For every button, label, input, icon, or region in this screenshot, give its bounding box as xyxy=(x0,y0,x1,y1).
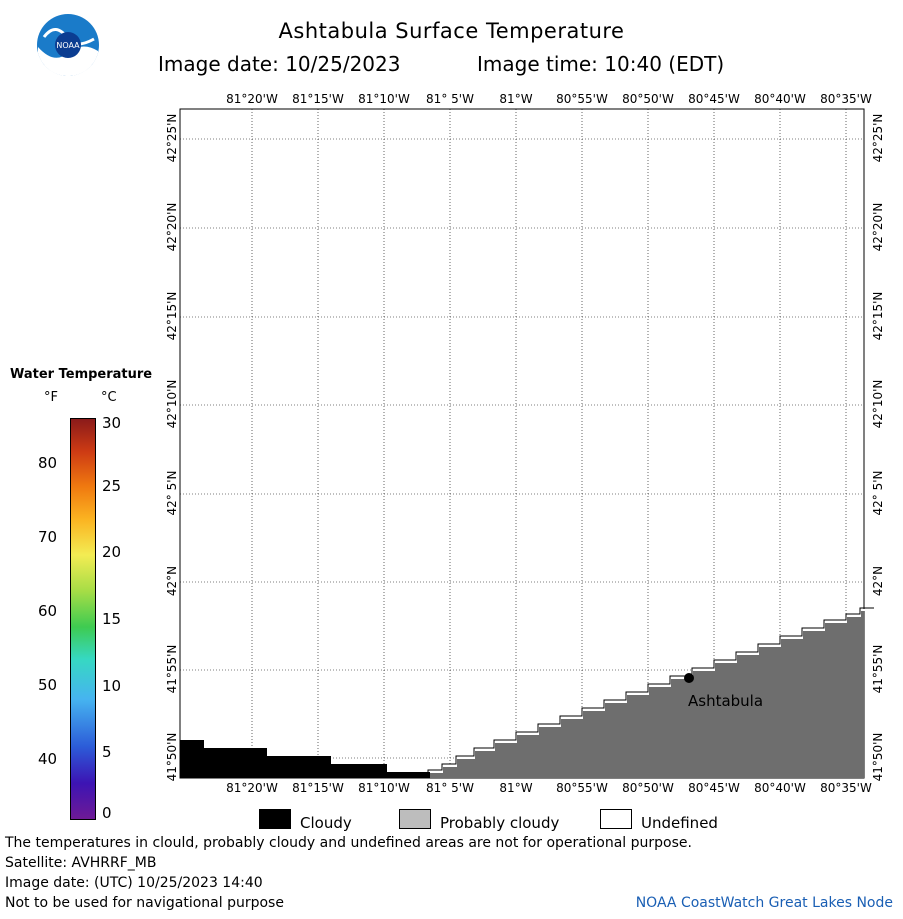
lon-label-bottom: 81°10'W xyxy=(358,781,410,795)
lat-label-left: 42° 5'N xyxy=(165,470,179,516)
colorbar-f-tick: 50 xyxy=(38,676,58,694)
lon-label-top: 80°45'W xyxy=(688,92,740,106)
lon-label-top: 81° 5'W xyxy=(426,92,474,106)
lat-label-left: 42°N xyxy=(165,565,179,597)
lat-label-right: 41°55'N xyxy=(871,644,885,694)
lon-label-top: 80°50'W xyxy=(622,92,674,106)
footer-disclaimer: The temperatures in clould, probably clo… xyxy=(5,835,692,851)
colorbar-f-tick: 60 xyxy=(38,602,58,620)
colorbar-unit-c: °C xyxy=(101,390,117,405)
footer-utc-date: Image date: (UTC) 10/25/2023 14:40 xyxy=(5,875,263,891)
lat-label-right: 42°20'N xyxy=(871,202,885,252)
lon-label-bottom: 81°W xyxy=(499,781,533,795)
colorbar-c-tick: 0 xyxy=(102,804,112,822)
lon-label-top: 81°20'W xyxy=(226,92,278,106)
logo-text: NOAA xyxy=(56,41,80,50)
legend-swatch-probably-cloudy xyxy=(399,809,431,829)
lat-label-right: 41°50'N xyxy=(871,732,885,782)
colorbar-f-tick: 70 xyxy=(38,528,58,546)
colorbar-f-tick: 80 xyxy=(38,454,58,472)
legend-label-undefined: Undefined xyxy=(641,814,718,832)
colorbar-c-tick: 15 xyxy=(102,610,122,628)
lat-label-left: 42°20'N xyxy=(165,202,179,252)
ashtabula-marker xyxy=(684,673,694,683)
lon-label-bottom: 80°50'W xyxy=(622,781,674,795)
lon-label-bottom: 81°15'W xyxy=(292,781,344,795)
colorbar-c-tick: 25 xyxy=(102,477,122,495)
lat-label-right: 42°N xyxy=(871,565,885,597)
lon-label-top: 81°W xyxy=(499,92,533,106)
lon-label-bottom: 80°45'W xyxy=(688,781,740,795)
colorbar-c-tick: 20 xyxy=(102,543,122,561)
lat-label-left: 42°10'N xyxy=(165,379,179,429)
lon-label-bottom: 81°20'W xyxy=(226,781,278,795)
lat-label-right: 42°15'N xyxy=(871,291,885,341)
footer-navigation-warning: Not to be used for navigational purpose xyxy=(5,895,284,911)
footer-credit: NOAA CoastWatch Great Lakes Node xyxy=(635,895,893,911)
lon-label-top: 80°55'W xyxy=(556,92,608,106)
lon-label-bottom: 80°40'W xyxy=(754,781,806,795)
image-time: Image time: 10:40 (EDT) xyxy=(477,52,725,76)
lon-label-bottom: 80°55'W xyxy=(556,781,608,795)
cloud-area xyxy=(180,740,430,778)
place-label-ashtabula: Ashtabula xyxy=(688,692,764,710)
colorbar-c-tick: 10 xyxy=(102,677,122,695)
land-area xyxy=(428,610,874,778)
lat-label-left: 41°50'N xyxy=(165,732,179,782)
colorbar-title: Water Temperature xyxy=(10,367,153,382)
colorbar-c-tick: 5 xyxy=(102,743,112,761)
lat-label-left: 42°25'N xyxy=(165,113,179,163)
colorbar-unit-f: °F xyxy=(44,390,58,405)
legend-swatch-cloudy xyxy=(259,809,291,829)
lat-label-right: 42°25'N xyxy=(871,113,885,163)
footer-satellite: Satellite: AVHRRF_MB xyxy=(5,855,157,871)
colorbar xyxy=(70,418,96,820)
lon-label-top: 80°40'W xyxy=(754,92,806,106)
lon-label-top: 81°15'W xyxy=(292,92,344,106)
legend-swatch-undefined xyxy=(600,809,632,829)
lat-label-right: 42°10'N xyxy=(871,379,885,429)
colorbar-f-tick: 40 xyxy=(38,750,58,768)
lat-label-right: 42° 5'N xyxy=(871,470,885,516)
colorbar-c-tick: 30 xyxy=(102,414,122,432)
legend-label-probably-cloudy: Probably cloudy xyxy=(440,814,560,832)
legend-label-cloudy: Cloudy xyxy=(300,814,352,832)
noaa-logo: NOAA xyxy=(37,14,99,77)
lon-label-bottom: 81° 5'W xyxy=(426,781,474,795)
lon-label-bottom: 80°35'W xyxy=(820,781,872,795)
lon-label-top: 81°10'W xyxy=(358,92,410,106)
coastline-outline xyxy=(427,607,874,776)
lat-label-left: 41°55'N xyxy=(165,644,179,694)
page-title: Ashtabula Surface Temperature xyxy=(278,19,625,43)
image-date: Image date: 10/25/2023 xyxy=(158,52,401,76)
lat-label-left: 42°15'N xyxy=(165,291,179,341)
lon-label-top: 80°35'W xyxy=(820,92,872,106)
